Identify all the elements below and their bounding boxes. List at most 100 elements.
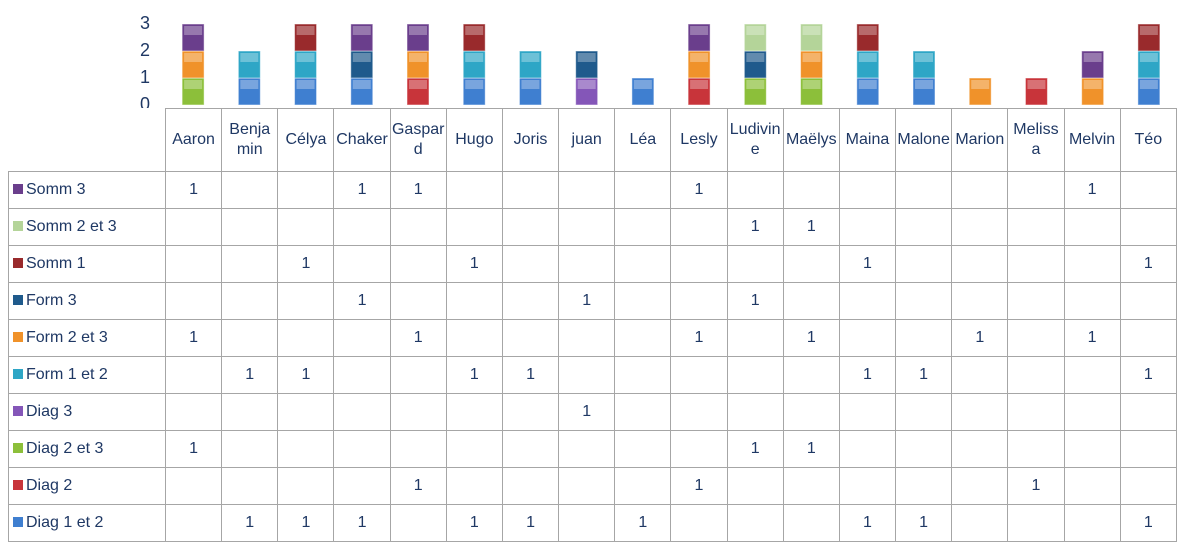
category-label: Léa <box>614 108 672 172</box>
table-row: Form 2 et 3 1 1 1 1 1 1 <box>8 319 1177 357</box>
bar-segment <box>743 23 767 52</box>
value-cell <box>389 393 447 431</box>
value-cell: 1 <box>164 319 223 357</box>
value-cell <box>838 171 897 209</box>
value-cell: 1 <box>782 430 840 468</box>
bar-segment <box>800 23 824 52</box>
value-cell <box>164 245 223 283</box>
bar-highlight <box>465 53 484 62</box>
value-cell <box>558 504 616 542</box>
value-cell <box>951 245 1009 283</box>
value-cell: 1 <box>1119 356 1177 394</box>
value-cell <box>1063 504 1121 542</box>
bar-highlight <box>802 80 821 89</box>
y-tick-label: 0 <box>140 94 150 108</box>
value-cell: 1 <box>670 171 728 209</box>
legend-swatch <box>13 517 23 527</box>
value-cell <box>895 430 953 468</box>
value-cell <box>838 393 897 431</box>
value-cell <box>670 393 728 431</box>
value-cell <box>895 319 953 357</box>
category-label: Aaron <box>164 108 223 172</box>
bar-highlight <box>690 26 709 35</box>
value-cell <box>445 467 503 505</box>
value-cell: 1 <box>895 504 953 542</box>
bar-highlight <box>690 80 709 89</box>
legend-label: Diag 2 <box>26 477 73 494</box>
y-tick-label: 3 <box>140 13 150 33</box>
value-cell: 1 <box>838 356 897 394</box>
value-cell <box>1007 171 1065 209</box>
value-cell <box>951 356 1009 394</box>
bar-highlight <box>1139 80 1158 89</box>
value-cell <box>895 467 953 505</box>
value-cell <box>333 319 391 357</box>
bar-highlight <box>409 26 427 35</box>
value-cell: 1 <box>782 208 840 246</box>
value-cell <box>445 208 503 246</box>
value-cell <box>277 430 335 468</box>
value-cell <box>614 393 672 431</box>
value-cell <box>1063 356 1121 394</box>
value-cell: 1 <box>558 282 616 320</box>
value-cell <box>782 467 840 505</box>
category-label: Joris <box>501 108 560 172</box>
category-label: Chaker <box>333 108 391 172</box>
bar-highlight <box>521 80 540 89</box>
bar-highlight <box>802 53 821 62</box>
value-cell <box>1119 430 1177 468</box>
bar-highlight <box>184 80 203 89</box>
legend-label: Diag 2 et 3 <box>26 440 104 457</box>
legend-swatch <box>13 480 23 490</box>
value-cell <box>782 504 840 542</box>
value-cell: 1 <box>1063 319 1121 357</box>
value-cell <box>782 356 840 394</box>
value-cell <box>277 282 335 320</box>
bar-segment <box>856 23 880 52</box>
category-label: Ludivine <box>726 108 784 172</box>
bar-highlight <box>915 80 933 89</box>
value-cell <box>445 430 503 468</box>
value-cell: 1 <box>164 171 223 209</box>
bar-segment <box>462 23 486 52</box>
value-cell <box>1063 245 1121 283</box>
bar-highlight <box>352 80 371 89</box>
value-cell <box>726 504 784 542</box>
y-tick-label: 1 <box>140 67 150 87</box>
value-cell: 1 <box>389 319 447 357</box>
bar-highlight <box>633 80 652 89</box>
bar-segment <box>1137 23 1161 52</box>
bar-segment <box>350 23 374 52</box>
value-cell <box>1063 467 1121 505</box>
category-label: Gaspard <box>389 108 447 172</box>
value-cell <box>726 319 784 357</box>
bar-highlight <box>409 53 427 62</box>
value-cell <box>1063 282 1121 320</box>
value-cell: 1 <box>389 171 447 209</box>
value-cell <box>221 282 279 320</box>
value-cell <box>614 356 672 394</box>
table-row: Diag 2 1 1 1 <box>8 467 1177 505</box>
legend-cell: Form 3 <box>8 282 166 320</box>
value-cell <box>501 393 560 431</box>
value-cell <box>726 245 784 283</box>
legend-cell: Somm 1 <box>8 245 166 283</box>
category-label: Lesly <box>670 108 728 172</box>
value-cell <box>221 430 279 468</box>
value-cell: 1 <box>726 208 784 246</box>
table-row: Somm 1 1 1 1 1 <box>8 245 1177 283</box>
value-cell <box>445 319 503 357</box>
value-cell <box>1119 282 1177 320</box>
value-cell <box>614 430 672 468</box>
value-cell <box>895 171 953 209</box>
legend-label: Form 3 <box>26 292 77 309</box>
value-cell <box>389 208 447 246</box>
value-cell <box>389 282 447 320</box>
value-cell <box>389 356 447 394</box>
value-cell <box>838 208 897 246</box>
value-cell <box>1007 245 1065 283</box>
value-cell <box>558 245 616 283</box>
